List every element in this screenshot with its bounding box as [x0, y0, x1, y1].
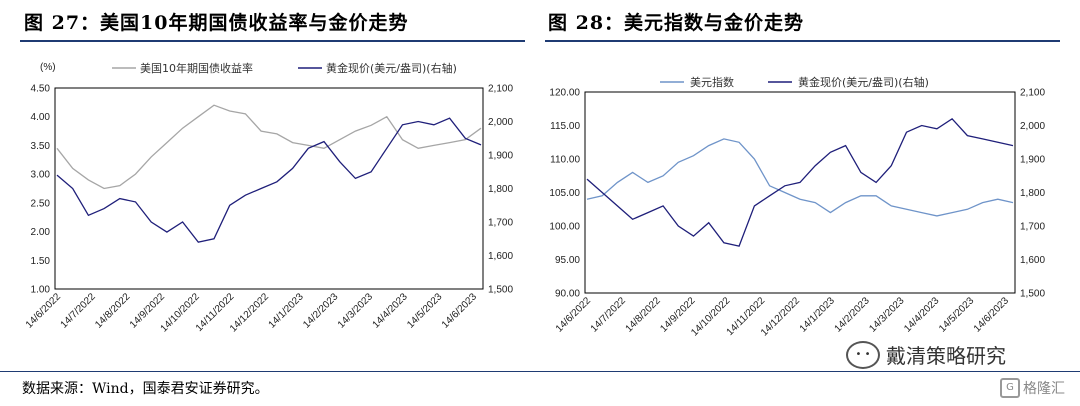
chart-1: (%) 1.00 1.50 2.00 2.50 3.00 3.50 4.00 4.50 1,500… [24, 61, 514, 335]
chart1-title-rule [20, 40, 525, 42]
chart1-title: 图 27：美国10年期国债收益率与金价走势 [24, 12, 409, 34]
series-line-2 [56, 117, 482, 243]
x-tick-label: 14/6/2023 [972, 295, 1012, 335]
x-tick-label: 14/7/2022 [59, 291, 99, 331]
y-right-tick-label: 1,800 [488, 184, 513, 195]
logo-g-icon: G [1000, 378, 1020, 398]
y-right-tick-label: 1,700 [488, 218, 513, 229]
y-right-tick-label: 2,100 [1020, 88, 1045, 99]
y-right-tick-label: 1,900 [1020, 155, 1045, 166]
x-tick-label: 14/5/2023 [937, 295, 977, 335]
y-left-tick-label: 120.00 [549, 88, 580, 99]
y-left-tick-label: 100.00 [549, 222, 580, 233]
y-left-tick-label: 4.50 [31, 84, 51, 95]
y-left-tick-label: 2.00 [31, 227, 51, 238]
series-line-1 [586, 138, 1014, 217]
x-tick-label: 14/3/2023 [867, 295, 907, 335]
y-unit-label: (%) [40, 62, 56, 73]
x-tick-label: 14/1/2023 [267, 291, 307, 331]
x-tick-label: 14/6/2023 [440, 291, 480, 331]
x-tick-label: 14/4/2023 [371, 291, 411, 331]
y-left-tick-label: 95.00 [555, 255, 580, 266]
x-tick-label: 14/8/2022 [93, 291, 133, 331]
x-tick-label: 14/7/2022 [589, 295, 629, 335]
plot-frame [54, 87, 484, 290]
x-tick-label: 14/5/2023 [405, 291, 445, 331]
wechat-bubble-icon: • • [846, 340, 880, 369]
logo-text: 格隆汇 [1023, 381, 1065, 397]
y-left-tick-label: 4.00 [31, 112, 51, 123]
watermark-text: 戴清策略研究 [886, 344, 1006, 368]
x-tick-label: 14/4/2023 [902, 295, 942, 335]
y-right-tick-label: 1,800 [1020, 188, 1045, 199]
y-right-tick-label: 1,700 [1020, 222, 1045, 233]
x-tick-label: 14/6/2022 [554, 295, 594, 335]
y-left-tick-label: 115.00 [550, 121, 580, 132]
y-right-tick-label: 1,600 [1020, 255, 1045, 266]
y-left-tick-label: 90.00 [555, 289, 580, 300]
y-right-tick-label: 1,500 [1020, 289, 1045, 300]
chart2-title: 图 28：美元指数与金价走势 [548, 12, 805, 34]
legend-label: 黄金现价(美元/盎司)(右轴) [798, 75, 929, 89]
gelonghui-logo: G 格隆汇 [1000, 378, 1065, 398]
watermark: • • 戴清策略研究 [846, 340, 1006, 369]
x-tick-label: 14/3/2023 [336, 291, 376, 331]
chart2-title-rule [545, 40, 1060, 42]
y-left-tick-label: 3.50 [31, 141, 51, 152]
x-tick-label: 14/6/2022 [24, 291, 64, 331]
x-tick-label: 14/8/2022 [624, 295, 664, 335]
legend-label: 美元指数 [690, 75, 734, 89]
legend-label: 黄金现价(美元/盎司)(右轴) [326, 61, 457, 75]
y-right-tick-label: 1,500 [488, 285, 513, 296]
series-line-2 [586, 117, 1014, 247]
y-left-tick-label: 110.00 [550, 155, 580, 166]
y-right-tick-label: 1,900 [488, 151, 513, 162]
y-left-tick-label: 3.00 [31, 170, 51, 181]
y-right-tick-label: 1,600 [488, 251, 513, 262]
y-left-tick-label: 2.50 [31, 198, 51, 209]
y-right-tick-label: 2,100 [488, 84, 513, 95]
x-tick-label: 14/2/2023 [833, 295, 873, 335]
y-left-tick-label: 1.00 [31, 285, 51, 296]
chart-2: 90.00 95.00 100.00 105.00 110.00 115.00 120.00… [549, 75, 1045, 339]
plot-frame [584, 91, 1016, 294]
source-note: 数据来源：Wind，国泰君安证券研究。 [22, 381, 269, 397]
x-tick-label: 14/1/2023 [798, 295, 838, 335]
y-left-tick-label: 105.00 [549, 188, 580, 199]
y-right-tick-label: 2,000 [488, 117, 513, 128]
x-tick-label: 14/2/2023 [301, 291, 341, 331]
legend-label: 美国10年期国债收益率 [140, 61, 253, 75]
y-right-tick-label: 2,000 [1020, 121, 1045, 132]
series-line-1 [56, 104, 482, 190]
y-left-tick-label: 1.50 [31, 256, 51, 267]
footer-rule [0, 371, 1080, 372]
